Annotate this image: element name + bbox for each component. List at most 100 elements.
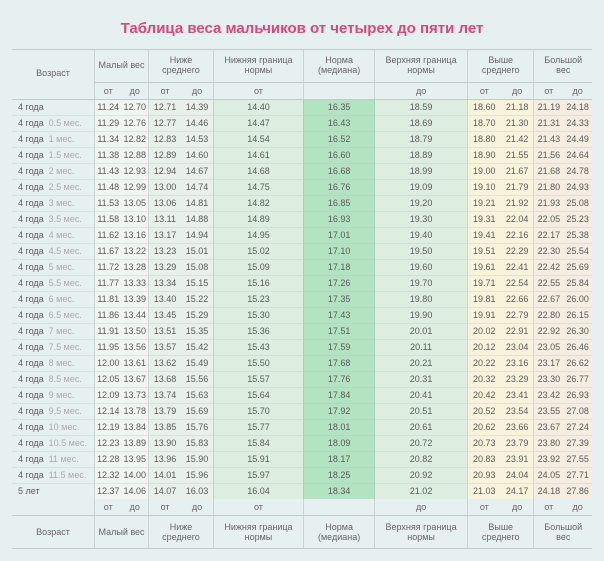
hdr-from: от [534,82,563,99]
value-cell: 17.10 [303,243,374,259]
value-cell: 14.60 [181,147,213,163]
value-cell: 19.09 [375,179,468,195]
value-cell: 26.77 [563,371,592,387]
value-cell: 17.84 [303,387,374,403]
value-cell: 15.23 [213,291,303,307]
value-cell: 18.80 [467,131,500,147]
age-cell: 4 года 3 мес. [12,195,95,211]
page-title: Таблица веса мальчиков от четырех до пят… [12,12,592,49]
value-cell: 15.69 [181,403,213,419]
age-cell: 4 года 1 мес. [12,131,95,147]
value-cell: 17.68 [303,355,374,371]
value-cell: 13.57 [149,339,181,355]
value-cell: 12.70 [122,99,149,115]
value-cell: 14.75 [213,179,303,195]
value-cell: 23.80 [534,435,563,451]
value-cell: 22.16 [501,227,534,243]
ftr-to: до [563,499,592,516]
value-cell: 23.54 [501,403,534,419]
table-row: 4 года 8.5 мес.12.0513.6713.6815.5615.57… [12,371,592,387]
table-row: 4 года 9.5 мес.12.1413.7813.7915.6915.70… [12,403,592,419]
hdr-from: от [213,82,303,99]
table-row: 4 года 11.5 мес.12.3214.0014.0115.9615.9… [12,467,592,483]
value-cell: 21.93 [534,195,563,211]
value-cell: 20.42 [467,387,500,403]
value-cell: 23.17 [534,355,563,371]
age-cell: 4 года 9.5 мес. [12,403,95,419]
value-cell: 14.94 [181,227,213,243]
footer-row-groups: Возраст Малый вес Ниже среднего Нижняя г… [12,515,592,548]
value-cell: 15.91 [213,451,303,467]
value-cell: 20.32 [467,371,500,387]
value-cell: 19.81 [467,291,500,307]
ftr-to: до [181,499,213,516]
ftr-to: до [375,499,468,516]
value-cell: 20.82 [375,451,468,467]
value-cell: 18.70 [467,115,500,131]
value-cell: 13.67 [122,371,149,387]
value-cell: 12.71 [149,99,181,115]
age-cell: 4 года 4.5 мес. [12,243,95,259]
table-row: 4 года 3 мес.11.5313.0513.0614.8114.8216… [12,195,592,211]
value-cell: 21.02 [375,483,468,499]
value-cell: 23.92 [534,451,563,467]
value-cell: 21.55 [501,147,534,163]
value-cell: 20.12 [467,339,500,355]
value-cell: 17.92 [303,403,374,419]
value-cell: 13.50 [122,323,149,339]
value-cell: 15.08 [181,259,213,275]
value-cell: 15.77 [213,419,303,435]
value-cell: 15.29 [181,307,213,323]
value-cell: 15.15 [181,275,213,291]
value-cell: 18.69 [375,115,468,131]
value-cell: 22.80 [534,307,563,323]
value-cell: 11.53 [95,195,122,211]
value-cell: 12.89 [149,147,181,163]
value-cell: 18.90 [467,147,500,163]
value-cell: 14.67 [181,163,213,179]
age-cell: 5 лет [12,483,95,499]
value-cell: 20.02 [467,323,500,339]
value-cell: 22.79 [501,307,534,323]
value-cell: 13.17 [149,227,181,243]
table-row: 4 года 4 мес.11.6213.1613.1714.9414.9517… [12,227,592,243]
value-cell: 23.91 [501,451,534,467]
value-cell: 13.11 [149,211,181,227]
value-cell: 12.05 [95,371,122,387]
value-cell: 11.34 [95,131,122,147]
value-cell: 24.33 [563,115,592,131]
value-cell: 18.99 [375,163,468,179]
value-cell: 16.43 [303,115,374,131]
value-cell: 15.36 [213,323,303,339]
value-cell: 20.21 [375,355,468,371]
value-cell: 14.46 [181,115,213,131]
value-cell: 23.79 [501,435,534,451]
header-row-groups: Возраст Малый вес Ниже среднего Нижняя г… [12,50,592,83]
hdr-to: до [181,82,213,99]
value-cell: 24.04 [501,467,534,483]
value-cell: 27.71 [563,467,592,483]
value-cell: 16.04 [213,483,303,499]
value-cell: 19.51 [467,243,500,259]
value-cell: 12.14 [95,403,122,419]
value-cell: 15.63 [181,387,213,403]
value-cell: 13.89 [122,435,149,451]
value-cell: 22.54 [501,275,534,291]
value-cell: 26.62 [563,355,592,371]
ftr-to: до [501,499,534,516]
value-cell: 20.22 [467,355,500,371]
value-cell: 14.00 [122,467,149,483]
age-cell: 4 года 1.5 мес. [12,147,95,163]
value-cell: 15.30 [213,307,303,323]
age-cell: 4 года 11 мес. [12,451,95,467]
table-row: 4 года 6.5 мес.11.8613.4413.4515.2915.30… [12,307,592,323]
value-cell: 19.91 [467,307,500,323]
value-cell: 16.60 [303,147,374,163]
value-cell: 17.26 [303,275,374,291]
ftr-above: Выше среднего [467,515,534,548]
value-cell: 18.60 [467,99,500,115]
value-cell: 22.30 [534,243,563,259]
value-cell: 26.46 [563,339,592,355]
value-cell: 13.29 [149,259,181,275]
value-cell: 11.95 [95,339,122,355]
